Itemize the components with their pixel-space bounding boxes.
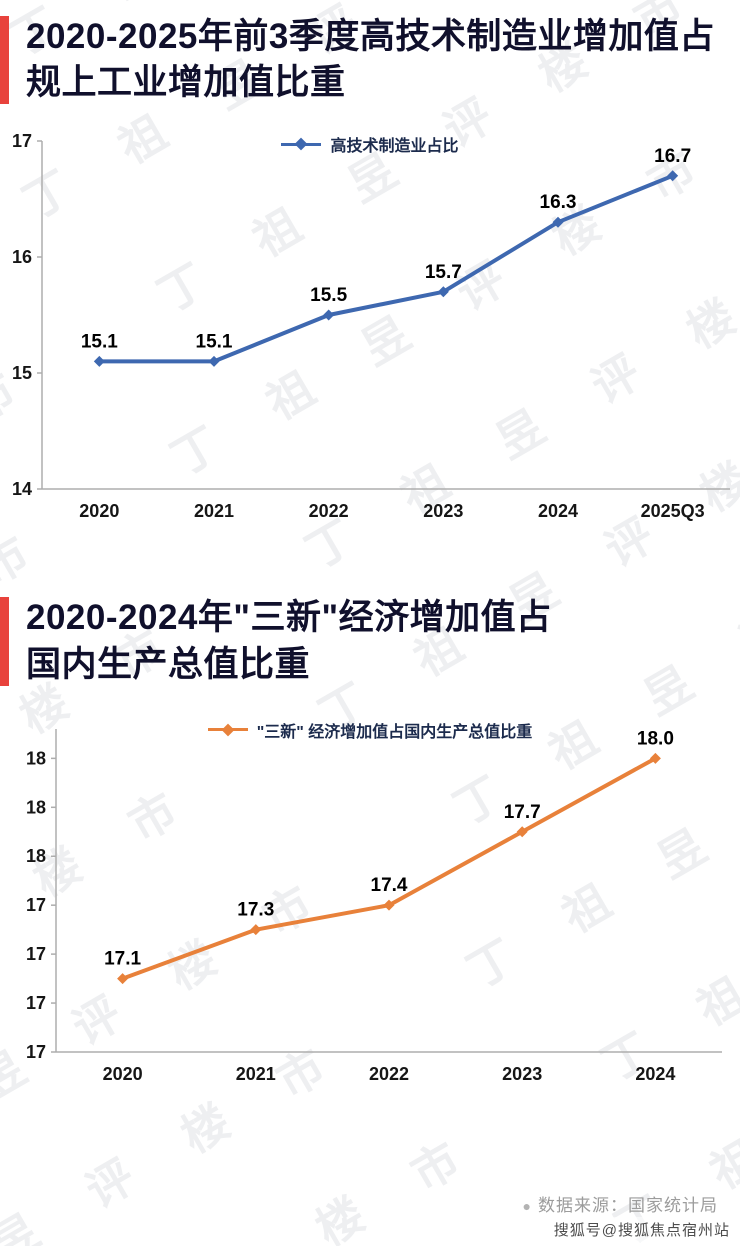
chart2-title-line1: 2020-2024年"三新"经济增加值占 xyxy=(26,598,552,638)
data-label: 17.4 xyxy=(371,875,408,896)
title-accent-bar xyxy=(0,16,9,105)
data-point-marker xyxy=(649,752,661,764)
data-label: 15.1 xyxy=(81,332,118,353)
y-tick-label: 16 xyxy=(12,247,32,267)
y-tick-label: 17 xyxy=(26,944,46,964)
data-label: 17.7 xyxy=(504,802,541,823)
x-tick-label: 2024 xyxy=(635,1064,675,1084)
x-tick-label: 2023 xyxy=(502,1064,542,1084)
data-label: 15.1 xyxy=(196,332,233,353)
source-text: 数据来源：国家统计局 xyxy=(538,1196,718,1215)
y-tick-label: 17 xyxy=(26,993,46,1013)
x-tick-label: 2024 xyxy=(538,501,578,521)
chart2-title-line2: 国内生产总值比重 xyxy=(26,644,311,684)
y-tick-label: 17 xyxy=(12,131,32,151)
data-source: ● 数据来源：国家统计局 xyxy=(523,1191,718,1216)
data-point-marker xyxy=(323,309,335,321)
data-point-marker xyxy=(208,356,220,368)
data-label: 17.1 xyxy=(104,948,141,969)
chart1-title: 2020-2025年前3季度高技术制造业增加值占 规上工业增加值比重 xyxy=(26,14,734,106)
chart2: 17 17 17 17 18 18 18 2020 2021 2022 2023 2024 17.1 17… xyxy=(0,704,740,1094)
data-point-marker xyxy=(667,170,679,182)
content: 2020-2025年前3季度高技术制造业增加值占 规上工业增加值比重 14 15 1… xyxy=(0,0,740,1094)
data-label: 18.0 xyxy=(637,728,674,749)
chart1-title-block: 2020-2025年前3季度高技术制造业增加值占 规上工业增加值比重 xyxy=(0,0,740,106)
series-line xyxy=(120,756,658,981)
data-point-marker xyxy=(437,286,449,298)
chart1-plot: 14 15 16 17 2020 2021 2022 2023 2024 2025Q3 15.1 15… xyxy=(12,131,730,521)
x-tick-label: 2020 xyxy=(79,501,119,521)
y-tick-label: 17 xyxy=(26,1042,46,1062)
y-tick-label: 15 xyxy=(12,363,32,383)
x-tick-label: 2020 xyxy=(103,1064,143,1084)
data-label: 16.3 xyxy=(540,193,577,214)
data-point-marker xyxy=(383,899,395,911)
y-tick-label: 18 xyxy=(26,797,46,817)
series-line xyxy=(97,174,675,364)
data-point-marker xyxy=(93,356,105,368)
chart2-section: 2020-2024年"三新"经济增加值占 国内生产总值比重 17 17 17 17 18… xyxy=(0,581,740,1093)
chart2-title: 2020-2024年"三新"经济增加值占 国内生产总值比重 xyxy=(26,595,734,687)
y-tick-label: 18 xyxy=(26,846,46,866)
x-tick-label: 2025Q3 xyxy=(641,501,705,521)
source-bullet-icon: ● xyxy=(522,1198,532,1214)
data-point-marker xyxy=(117,972,129,984)
sohu-watermark-badge: 搜狐号@搜狐焦点宿州站 xyxy=(549,1217,734,1242)
y-tick-label: 14 xyxy=(12,479,32,499)
data-point-marker xyxy=(516,826,528,838)
chart1: 14 15 16 17 2020 2021 2022 2023 2024 2025Q3 15.1 15… xyxy=(0,116,740,531)
data-point-marker xyxy=(552,217,564,229)
data-label: 15.5 xyxy=(310,285,347,306)
x-tick-label: 2022 xyxy=(309,501,349,521)
y-tick-label: 17 xyxy=(26,895,46,915)
x-tick-label: 2021 xyxy=(236,1064,276,1084)
chart2-plot: 17 17 17 17 18 18 18 2020 2021 2022 2023 2024 17.1 17… xyxy=(26,728,722,1084)
chart1-title-line1: 2020-2025年前3季度高技术制造业增加值占 xyxy=(26,17,715,56)
x-tick-label: 2023 xyxy=(423,501,463,521)
y-tick-label: 18 xyxy=(26,748,46,768)
chart2-title-block: 2020-2024年"三新"经济增加值占 国内生产总值比重 xyxy=(0,581,740,687)
data-point-marker xyxy=(250,923,262,935)
x-tick-label: 2021 xyxy=(194,501,234,521)
data-label: 15.7 xyxy=(425,262,462,283)
chart1-section: 2020-2025年前3季度高技术制造业增加值占 规上工业增加值比重 14 15 1… xyxy=(0,0,740,531)
data-label: 16.7 xyxy=(654,146,691,167)
x-tick-label: 2022 xyxy=(369,1064,409,1084)
title-accent-bar xyxy=(0,597,9,686)
chart1-title-line2: 规上工业增加值比重 xyxy=(26,63,346,103)
data-label: 17.3 xyxy=(237,899,274,920)
